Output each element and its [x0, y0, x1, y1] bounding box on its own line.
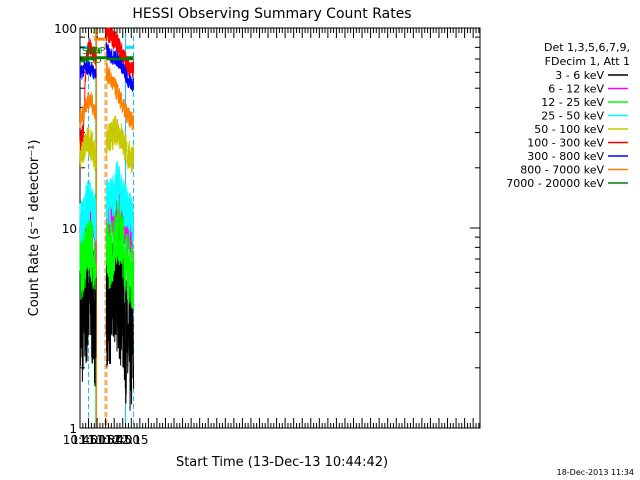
x-axis-label: Start Time (13-Dec-13 10:44:42): [176, 455, 388, 470]
legend-entry: 3 - 6 keV: [555, 69, 604, 82]
series-line: [79, 91, 97, 129]
x-tick-label: 11:15: [80, 433, 115, 447]
x-tick-label: 10:45: [63, 433, 98, 447]
legend-entry: 800 - 7000 keV: [520, 164, 604, 177]
x-tick-label: 11:45: [97, 433, 132, 447]
series-line: [79, 57, 96, 63]
annotation-label: NSO: [82, 56, 102, 66]
y-tick-label: 10: [62, 222, 77, 236]
series-line: [79, 60, 97, 81]
x-tick-label: 11:30: [88, 433, 123, 447]
annotation-label: S: [92, 30, 98, 40]
x-tick-label: 12:00: [105, 433, 140, 447]
chart-title: HESSI Observing Summary Count Rates: [132, 6, 411, 22]
legend-header-line-2: FDecim 1, Att 1: [545, 55, 630, 68]
series-line: [79, 127, 97, 172]
series-line: [79, 180, 97, 245]
x-tick-label: 12:15: [114, 433, 149, 447]
legend-entry: 7000 - 20000 keV: [506, 177, 604, 190]
footer-timestamp: 18-Dec-2013 11:34: [557, 468, 634, 477]
legend-entry: 12 - 25 keV: [541, 96, 604, 109]
x-tick-label: 11:00: [71, 433, 106, 447]
annotation-label: RDP: [87, 47, 106, 57]
series-line: [79, 205, 97, 300]
y-tick-label: 100: [54, 22, 77, 36]
series-line: [105, 160, 135, 243]
legend-entry: 50 - 100 keV: [534, 123, 604, 136]
legend-entry: 6 - 12 keV: [548, 83, 604, 96]
y-axis-label: Count Rate (s⁻¹ detector⁻¹): [27, 140, 42, 317]
series-line: [105, 62, 135, 131]
series-line: [105, 41, 135, 92]
legend-header-line-1: Det 1,3,5,6,7,9,: [544, 41, 630, 54]
legend: Det 1,3,5,6,7,9, FDecim 1, Att 1 3 - 6 k…: [506, 41, 630, 190]
y-tick-label: 1: [69, 422, 77, 436]
series-line: [105, 115, 135, 173]
series-line: [105, 27, 135, 79]
annotation-label: SUN: [82, 47, 101, 57]
legend-entry: 25 - 50 keV: [541, 110, 604, 123]
legend-entry: 300 - 800 keV: [527, 150, 604, 163]
series-line: [79, 38, 97, 151]
legend-entry: 100 - 300 keV: [527, 137, 604, 150]
series-line: [79, 235, 97, 398]
